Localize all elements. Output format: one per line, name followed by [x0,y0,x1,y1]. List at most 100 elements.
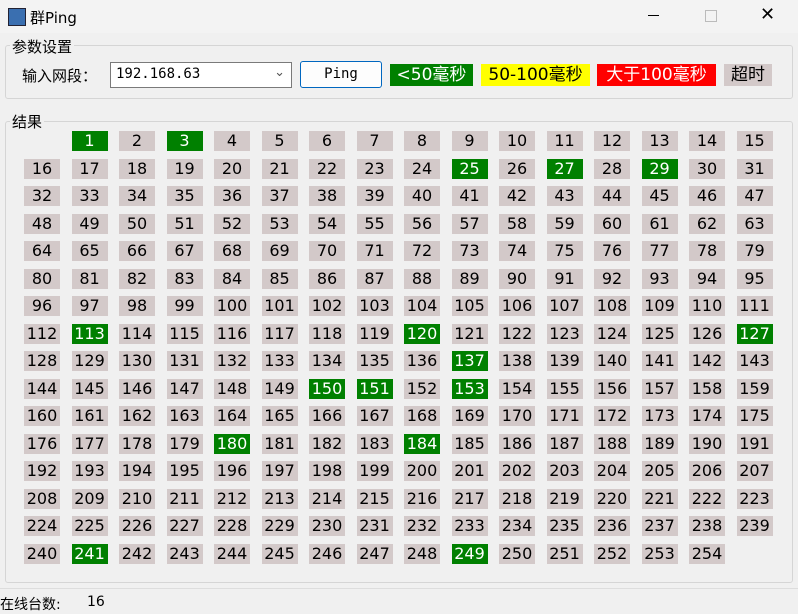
host-cell: 62 [689,213,725,234]
host-cell: 168 [404,406,440,426]
host-cell: 34 [119,186,155,206]
host-cell: 173 [641,406,678,426]
host-cell: 11 [546,131,583,151]
host-cell: 110 [689,296,725,316]
host-cell: 252 [594,543,630,564]
host-cell: 169 [451,406,488,426]
host-cell: 79 [736,241,773,261]
host-cell: 58 [499,213,535,234]
host-cell: 230 [309,516,345,536]
host-cell: 31 [736,158,773,179]
host-cell: 81 [71,268,108,289]
legend-item: <50毫秒 [390,64,473,86]
ping-button[interactable]: Ping [300,61,382,88]
host-cell: 33 [71,186,108,206]
host-cell: 9 [451,131,488,151]
host-cell: 199 [356,461,393,481]
host-cell: 95 [736,268,773,289]
host-cell: 253 [641,543,678,564]
host-cell: 205 [641,461,678,481]
host-cell: 164 [214,406,250,426]
host-cell: 156 [594,378,630,399]
results-group [5,121,793,583]
host-cell: 163 [166,406,203,426]
host-cell: 99 [166,296,203,316]
host-cell: 186 [499,433,535,454]
host-cell: 42 [499,186,535,206]
host-cell: 134 [309,351,345,371]
legend-item: 50-100毫秒 [481,64,590,86]
host-cell: 166 [309,406,345,426]
host-cell: 195 [166,461,203,481]
host-cell: 206 [689,461,725,481]
host-cell: 144 [24,378,60,399]
host-cell: 86 [309,268,345,289]
close-button[interactable]: ✕ [760,4,776,25]
host-cell: 57 [451,213,488,234]
host-cell: 22 [309,158,345,179]
host-cell: 240 [24,543,60,564]
legend-item: 超时 [724,64,772,86]
host-cell: 182 [309,433,345,454]
host-cell: 207 [736,461,773,481]
host-cell: 74 [499,241,535,261]
host-cell: 138 [499,351,535,371]
host-cell: 125 [641,323,678,344]
host-cell: 40 [404,186,440,206]
maximize-button [705,10,717,22]
host-cell: 26 [499,158,535,179]
host-cell: 12 [594,131,630,151]
host-cell: 217 [451,488,488,509]
params-title: 参数设置 [10,36,75,57]
host-cell: 101 [261,296,298,316]
host-cell: 71 [356,241,393,261]
host-cell: 14 [689,131,725,151]
subnet-combo[interactable]: 192.168.63 ⌄ [110,62,292,88]
minimize-button[interactable] [648,15,659,16]
host-cell: 3 [166,131,203,151]
host-cell: 215 [356,488,393,509]
host-cell: 140 [594,351,630,371]
host-cell: 143 [736,351,773,371]
host-cell: 20 [214,158,250,179]
host-cell: 244 [214,543,250,564]
host-cell: 172 [594,406,630,426]
host-cell: 198 [309,461,345,481]
host-cell: 51 [166,213,203,234]
host-cell: 213 [261,488,298,509]
host-cell: 104 [404,296,440,316]
host-cell: 29 [641,158,678,179]
host-cell: 228 [214,516,250,536]
host-cell: 48 [24,213,60,234]
host-cell: 105 [451,296,488,316]
host-cell: 2 [119,131,155,151]
host-cell: 6 [309,131,345,151]
host-cell: 15 [736,131,773,151]
host-cell: 226 [119,516,155,536]
host-cell: 227 [166,516,203,536]
host-cell: 109 [641,296,678,316]
host-cell: 130 [119,351,155,371]
host-cell: 108 [594,296,630,316]
window-title: 群Ping [30,9,77,27]
host-cell: 239 [736,516,773,536]
host-cell: 229 [261,516,298,536]
host-cell: 160 [24,406,60,426]
status-bar: 在线台数: 16 [0,588,798,614]
params-group [5,45,793,99]
host-cell: 202 [499,461,535,481]
host-cell: 50 [119,213,155,234]
host-cell: 139 [546,351,583,371]
host-cell: 28 [594,158,630,179]
host-cell: 122 [499,323,535,344]
host-cell: 113 [71,323,108,344]
host-cell: 162 [119,406,155,426]
host-cell: 24 [404,158,440,179]
host-cell: 141 [641,351,678,371]
host-cell: 82 [119,268,155,289]
host-cell: 249 [451,543,488,564]
host-cell: 100 [214,296,250,316]
host-cell: 63 [736,213,773,234]
host-cell: 241 [71,543,108,564]
host-cell: 17 [71,158,108,179]
